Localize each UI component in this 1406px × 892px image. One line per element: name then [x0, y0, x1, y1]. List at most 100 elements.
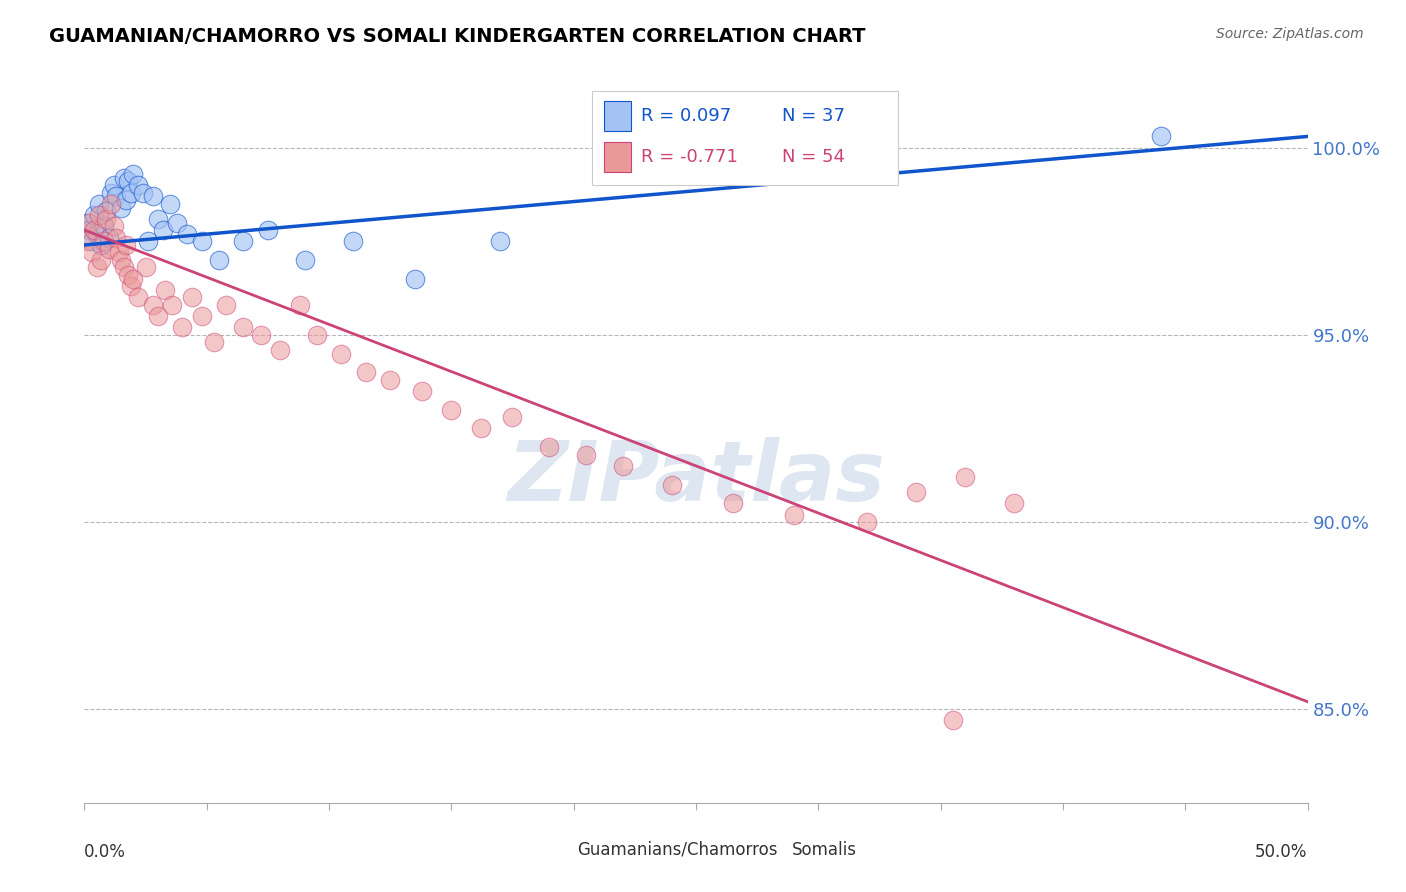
- Point: [783, 508, 806, 522]
- Point: [288, 298, 311, 312]
- Point: [77, 223, 100, 237]
- Point: [470, 421, 492, 435]
- Point: [96, 204, 118, 219]
- Point: [166, 215, 188, 229]
- Text: Somalis: Somalis: [792, 841, 856, 859]
- Point: [120, 279, 142, 293]
- Point: [232, 320, 254, 334]
- Point: [105, 230, 128, 244]
- Text: N = 54: N = 54: [782, 148, 845, 166]
- Point: [103, 219, 125, 234]
- Point: [489, 234, 512, 248]
- Point: [380, 373, 402, 387]
- Point: [162, 298, 184, 312]
- FancyBboxPatch shape: [592, 91, 898, 185]
- Point: [257, 223, 280, 237]
- Point: [110, 252, 132, 267]
- Point: [249, 327, 271, 342]
- Point: [115, 193, 138, 207]
- Point: [112, 170, 135, 185]
- Text: GUAMANIAN/CHAMORRO VS SOMALI KINDERGARTEN CORRELATION CHART: GUAMANIAN/CHAMORRO VS SOMALI KINDERGARTE…: [49, 27, 866, 45]
- Point: [107, 245, 129, 260]
- Point: [117, 174, 139, 188]
- Point: [172, 320, 194, 334]
- Point: [100, 186, 122, 200]
- Point: [83, 208, 105, 222]
- Point: [208, 252, 231, 267]
- Point: [87, 196, 110, 211]
- Point: [191, 234, 214, 248]
- Point: [127, 178, 149, 193]
- Point: [905, 485, 928, 500]
- Point: [191, 309, 214, 323]
- Point: [502, 410, 524, 425]
- Point: [135, 260, 157, 275]
- Point: [342, 234, 364, 248]
- Point: [305, 327, 328, 342]
- Point: [93, 219, 115, 234]
- Point: [354, 365, 377, 379]
- Point: [117, 268, 139, 282]
- Point: [97, 230, 120, 244]
- Text: R = -0.771: R = -0.771: [641, 148, 738, 166]
- Point: [97, 242, 120, 256]
- Point: [330, 346, 353, 360]
- Point: [159, 196, 181, 211]
- Point: [146, 211, 169, 226]
- Point: [96, 211, 118, 226]
- Point: [76, 234, 98, 248]
- Point: [232, 234, 254, 248]
- Point: [153, 283, 176, 297]
- Point: [93, 234, 115, 248]
- Point: [181, 290, 204, 304]
- Point: [202, 335, 225, 350]
- Point: [100, 196, 122, 211]
- Text: N = 37: N = 37: [782, 107, 845, 125]
- Point: [294, 252, 316, 267]
- Text: Source: ZipAtlas.com: Source: ZipAtlas.com: [1216, 27, 1364, 41]
- Point: [721, 496, 744, 510]
- Point: [103, 178, 125, 193]
- Point: [120, 186, 142, 200]
- Point: [575, 448, 598, 462]
- Point: [136, 234, 159, 248]
- Point: [856, 515, 879, 529]
- Point: [612, 458, 634, 473]
- Point: [146, 309, 169, 323]
- Point: [77, 215, 100, 229]
- FancyBboxPatch shape: [543, 838, 569, 861]
- Point: [76, 215, 98, 229]
- Point: [90, 238, 112, 252]
- Point: [1002, 496, 1025, 510]
- Point: [440, 402, 463, 417]
- Point: [176, 227, 198, 241]
- Point: [942, 714, 965, 728]
- Point: [215, 298, 238, 312]
- Point: [122, 167, 145, 181]
- Point: [83, 223, 105, 237]
- Point: [142, 189, 165, 203]
- Point: [152, 223, 174, 237]
- Point: [411, 384, 433, 398]
- Point: [80, 245, 103, 260]
- Point: [87, 208, 110, 222]
- Point: [122, 271, 145, 285]
- Point: [90, 252, 112, 267]
- FancyBboxPatch shape: [605, 101, 631, 131]
- Point: [80, 234, 103, 248]
- Text: 0.0%: 0.0%: [84, 843, 127, 861]
- Point: [86, 260, 108, 275]
- Text: R = 0.097: R = 0.097: [641, 107, 731, 125]
- FancyBboxPatch shape: [605, 142, 631, 172]
- FancyBboxPatch shape: [758, 838, 785, 861]
- Point: [404, 271, 426, 285]
- Point: [661, 477, 683, 491]
- Text: 50.0%: 50.0%: [1256, 843, 1308, 861]
- Point: [953, 470, 976, 484]
- Point: [1150, 129, 1173, 144]
- Point: [132, 186, 155, 200]
- Point: [269, 343, 291, 357]
- Text: Guamanians/Chamorros: Guamanians/Chamorros: [578, 841, 778, 859]
- Point: [115, 238, 138, 252]
- Point: [112, 260, 135, 275]
